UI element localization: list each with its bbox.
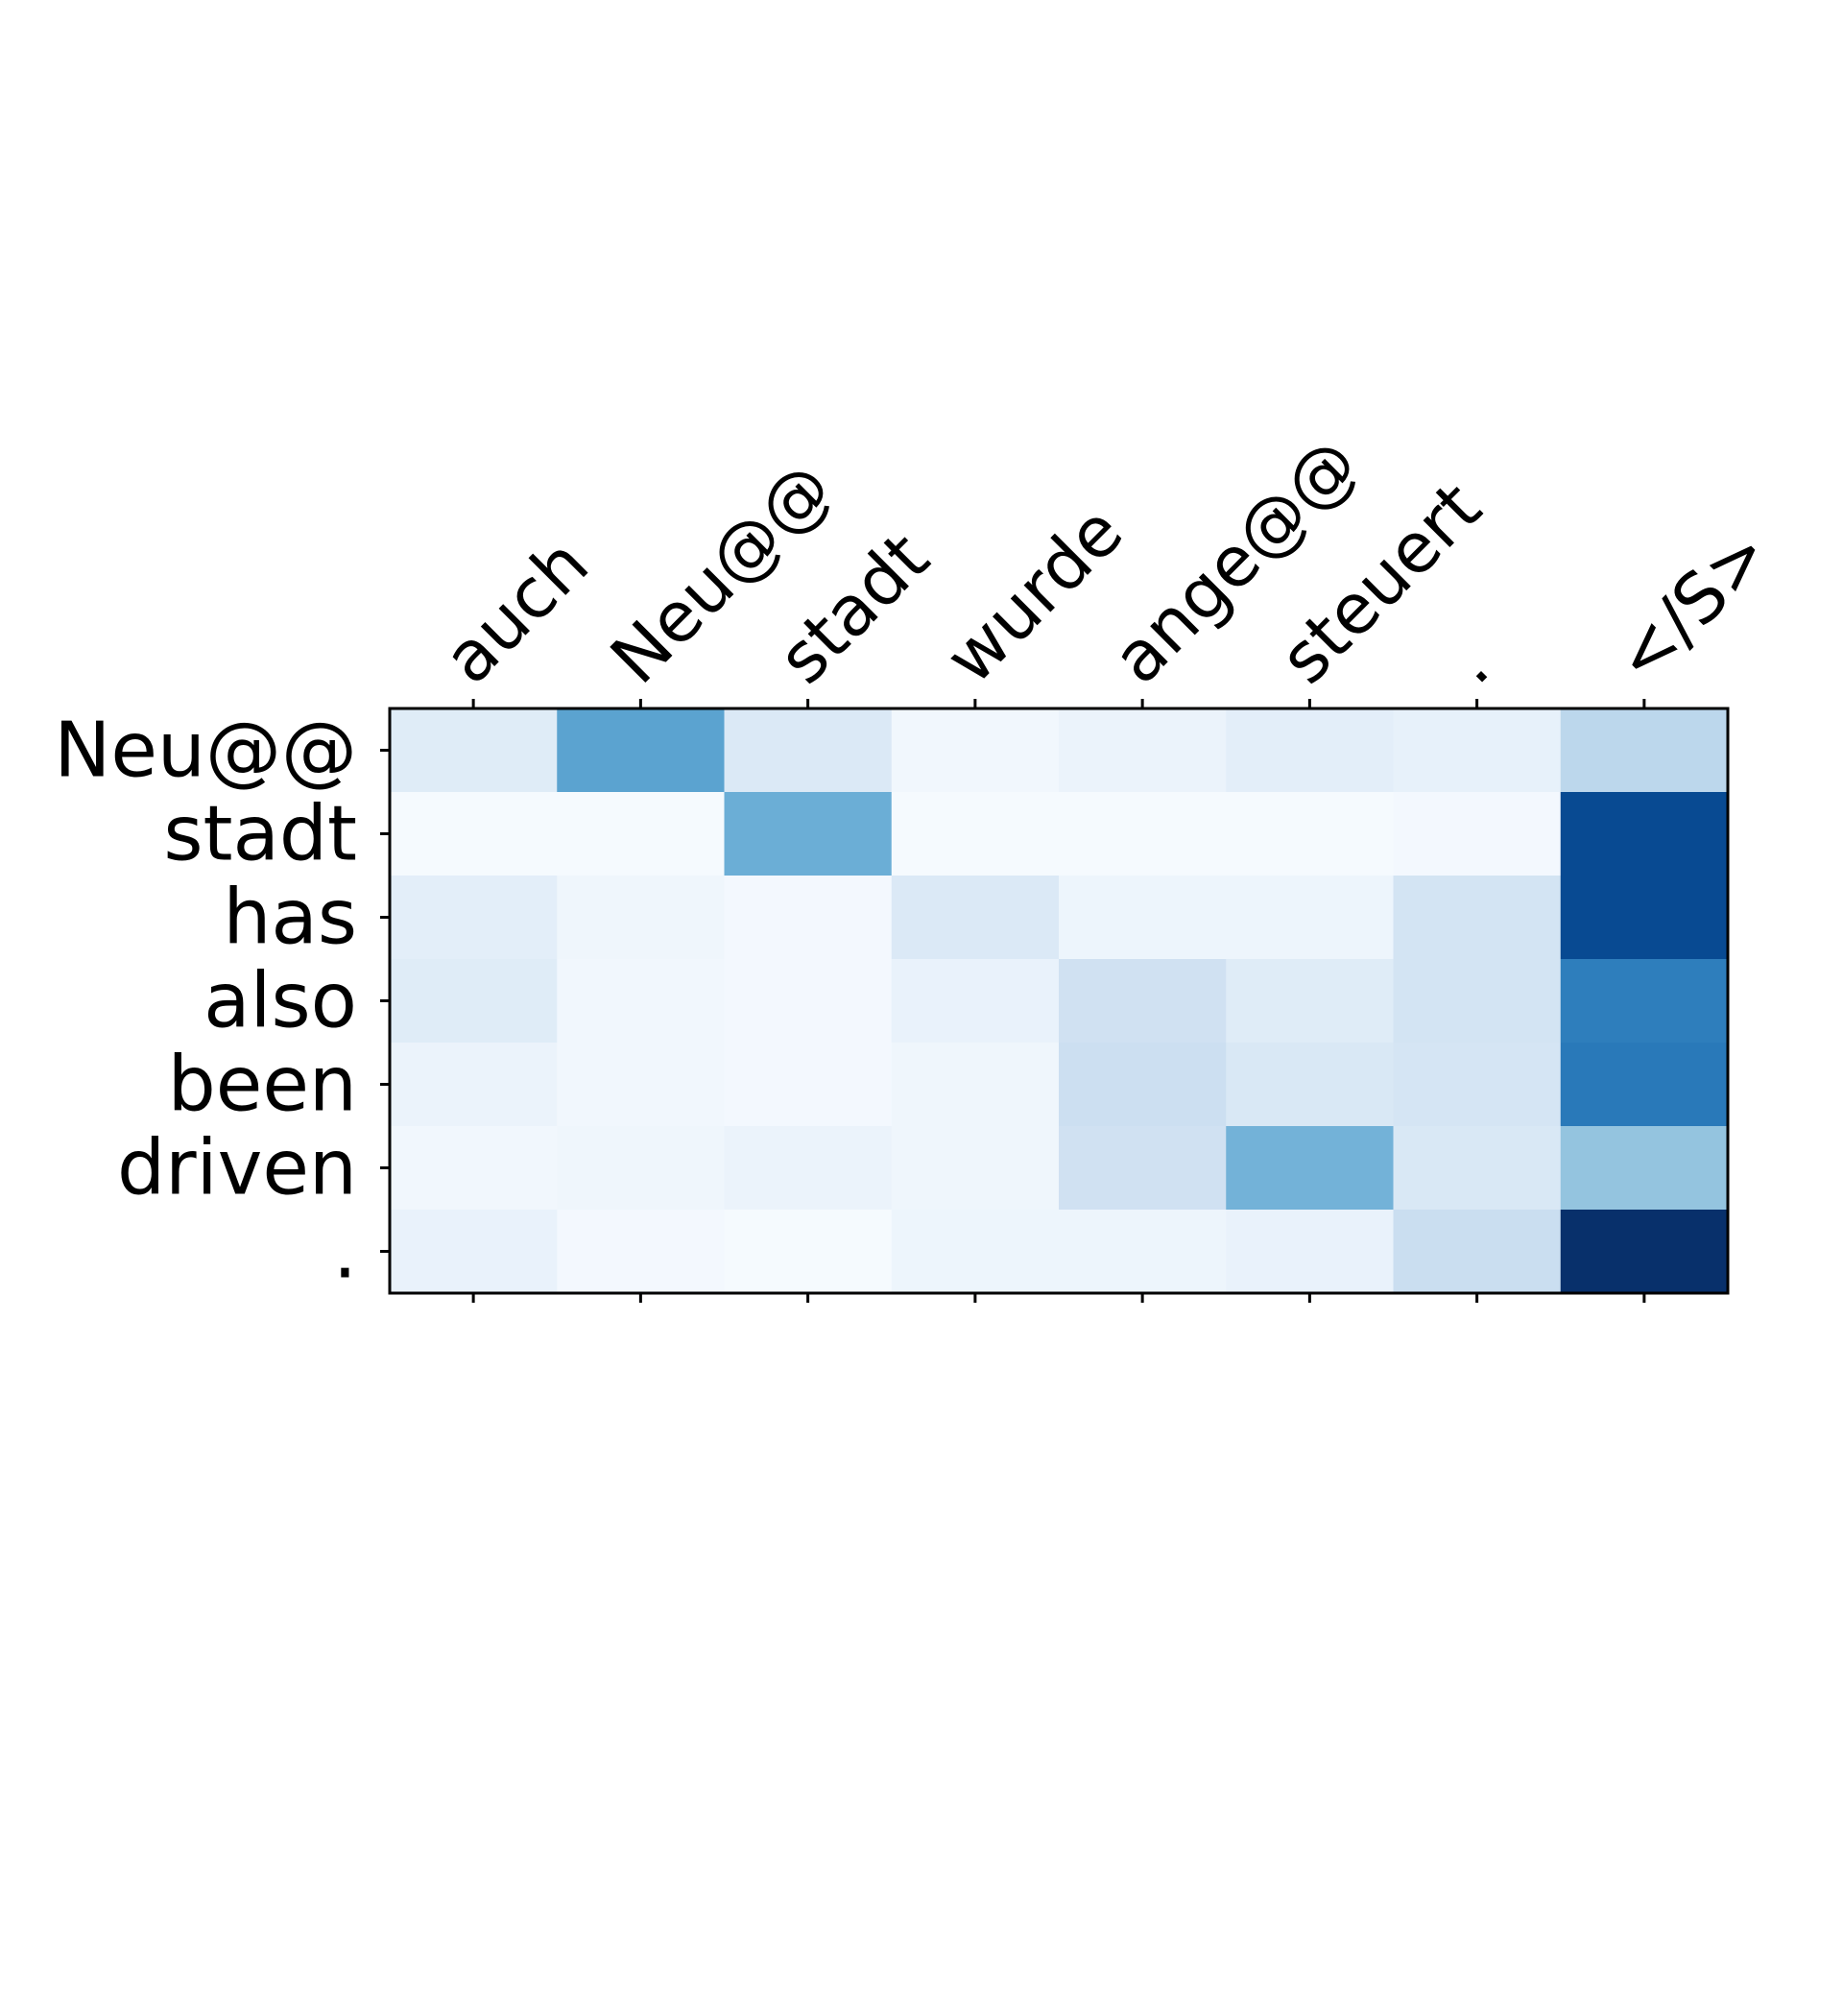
y-tick-label: been xyxy=(168,1041,357,1129)
heatmap-cell xyxy=(1393,792,1562,876)
heatmap-cell xyxy=(1393,1126,1562,1211)
heatmap-cell xyxy=(1059,792,1227,876)
heatmap-cell xyxy=(1226,1210,1394,1294)
x-tick-label: . xyxy=(1431,626,1504,699)
heatmap-cell xyxy=(724,792,893,876)
heatmap-cell xyxy=(891,1126,1060,1211)
heatmap-cell xyxy=(891,708,1060,793)
heatmap-cell xyxy=(724,1210,893,1294)
heatmap-cell xyxy=(891,1210,1060,1294)
heatmap-cell xyxy=(1226,792,1394,876)
heatmap-cell xyxy=(1226,708,1394,793)
heatmap-cell xyxy=(724,1043,893,1127)
heatmap-cell xyxy=(1393,876,1562,960)
plot-frame xyxy=(388,707,1730,1295)
heatmap-cell xyxy=(390,1043,558,1127)
heatmap-cell xyxy=(1059,1210,1227,1294)
heatmap-cell xyxy=(1560,1126,1729,1211)
heatmap-cell xyxy=(390,1126,558,1211)
heatmap-cell xyxy=(557,1210,725,1294)
heatmap-cell xyxy=(891,1043,1060,1127)
y-tick-label: driven xyxy=(117,1124,357,1212)
heatmap-cell xyxy=(1560,959,1729,1044)
heatmap-cell xyxy=(1560,1043,1729,1127)
y-tick-label: stadt xyxy=(163,790,357,878)
heatmap-cell xyxy=(1393,959,1562,1044)
heatmap-cell xyxy=(1226,959,1394,1044)
x-tick-label: auch xyxy=(428,523,604,699)
heatmap-cell xyxy=(1560,708,1729,793)
heatmap-cell xyxy=(390,876,558,960)
heatmap-cell xyxy=(724,876,893,960)
y-tick-label: has xyxy=(223,874,357,962)
heatmap-cell xyxy=(724,708,893,793)
x-ticks-bottom xyxy=(471,1293,1646,1303)
heatmap-cell xyxy=(557,1126,725,1211)
heatmap-cell xyxy=(891,792,1060,876)
heatmap-cell xyxy=(390,959,558,1044)
heatmap-cell xyxy=(1059,959,1227,1044)
heatmap-cell xyxy=(724,1126,893,1211)
y-tick-label: . xyxy=(333,1208,357,1296)
heatmap-cell xyxy=(1393,1043,1562,1127)
heatmap-cell xyxy=(390,792,558,876)
heatmap-cell xyxy=(891,876,1060,960)
x-tick-label: wurde xyxy=(929,491,1137,699)
heatmap-cell xyxy=(891,959,1060,1044)
heatmap-cell xyxy=(557,1043,725,1127)
heatmap-cell xyxy=(390,708,558,793)
heatmap-cell xyxy=(724,959,893,1044)
heatmap-cell xyxy=(1393,1210,1562,1294)
heatmap-cell xyxy=(1226,1043,1394,1127)
heatmap-cell xyxy=(1059,708,1227,793)
heatmap-cell xyxy=(557,876,725,960)
x-tick-label: </S> xyxy=(1598,513,1784,699)
y-ticks xyxy=(380,749,390,1253)
heatmap-cell xyxy=(1059,1043,1227,1127)
heatmap-cell xyxy=(557,792,725,876)
heatmap-cell xyxy=(1560,792,1729,876)
heatmap-cell xyxy=(1560,876,1729,960)
heatmap-cell xyxy=(557,959,725,1044)
heatmap-cell xyxy=(557,708,725,793)
heatmap-cells xyxy=(390,708,1729,1294)
heatmap-cell xyxy=(1226,1126,1394,1211)
heatmap-cell xyxy=(1393,708,1562,793)
heatmap-cell xyxy=(1059,1126,1227,1211)
heatmap-cell xyxy=(1059,876,1227,960)
y-tick-label: also xyxy=(203,957,357,1045)
heatmap-cell xyxy=(1226,876,1394,960)
heatmap-cell xyxy=(1560,1210,1729,1294)
x-ticks-top xyxy=(471,699,1646,708)
heatmap-cell xyxy=(390,1210,558,1294)
y-tick-label: Neu@@ xyxy=(54,707,357,795)
